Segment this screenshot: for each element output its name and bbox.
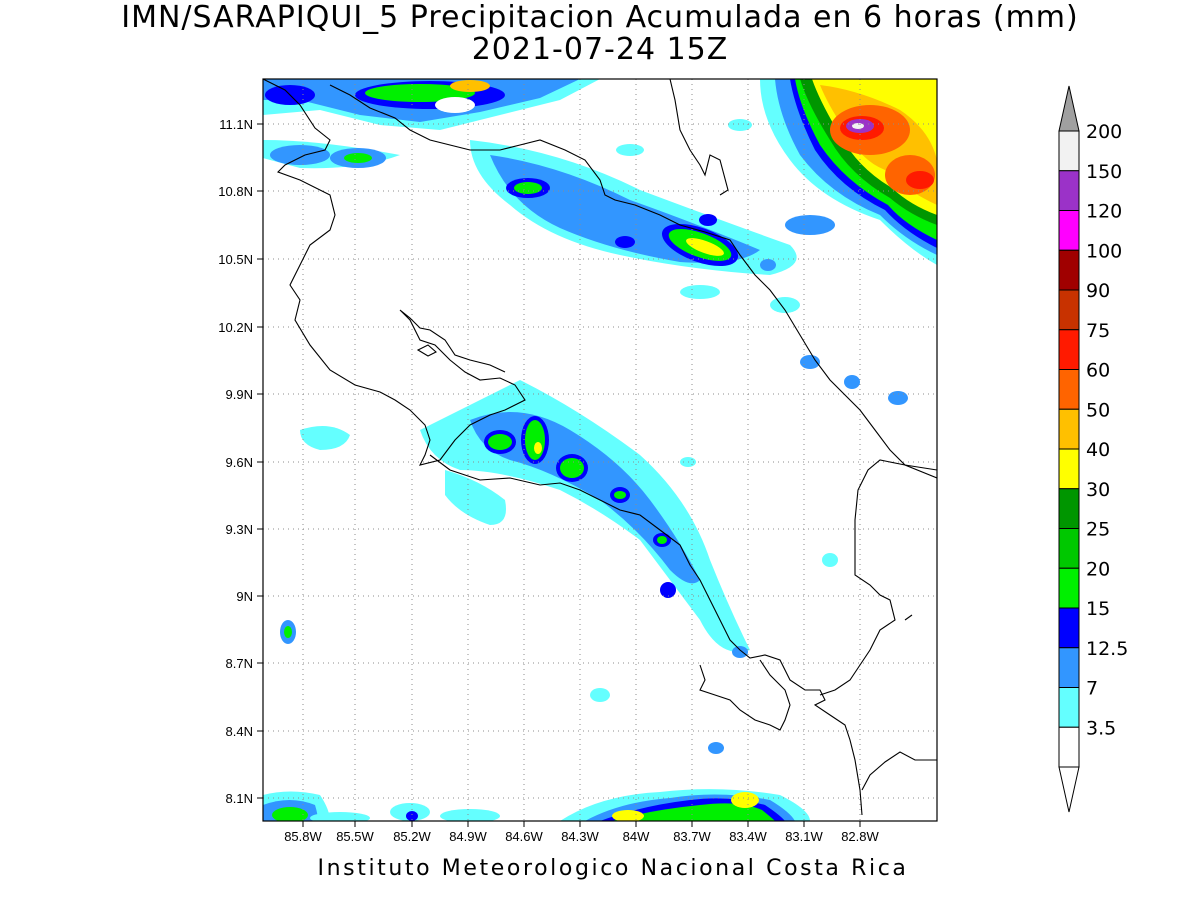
legend-label: 7 [1086, 678, 1098, 700]
lat-tick-label: 9N [236, 589, 253, 604]
map-gridlines [263, 79, 937, 821]
legend-label: 25 [1086, 519, 1110, 541]
legend-swatch [1058, 249, 1080, 291]
lon-tick-label: 83.4W [729, 829, 767, 844]
lon-tick-label: 83.1W [785, 829, 823, 844]
legend-label: 75 [1086, 320, 1110, 342]
title-line-2: 2021-07-24 15Z [471, 32, 729, 67]
legend-swatch [1058, 567, 1080, 609]
title-line-1: IMN/SARAPIQUI_5 Precipitacion Acumulada … [121, 0, 1079, 35]
legend-swatch [1058, 448, 1080, 490]
legend-label: 120 [1086, 201, 1122, 223]
lon-tick-label: 84.3W [561, 829, 599, 844]
longitude-axis: 85.8W 85.5W 85.2W 84.9W 84.6W 84.3W 84W 83.7W 83… [284, 821, 880, 844]
plot-frame [262, 78, 938, 822]
legend-label: 40 [1086, 439, 1110, 461]
legend-swatch [1058, 369, 1080, 410]
lon-tick-label: 82.8W [841, 829, 879, 844]
legend-label: 12.5 [1086, 638, 1128, 660]
legend-label: 150 [1086, 161, 1122, 183]
legend-label: 15 [1086, 598, 1110, 620]
precipitation-field [263, 79, 937, 821]
rain-band-central [280, 380, 838, 754]
legend-swatch [1058, 607, 1080, 649]
legend-swatch [1058, 726, 1080, 768]
lon-tick-label: 85.8W [284, 829, 322, 844]
lon-tick-label: 84.6W [505, 829, 543, 844]
lat-tick-label: 8.4N [226, 724, 253, 739]
legend-swatch [1058, 408, 1080, 450]
lon-tick-label: 85.5W [336, 829, 374, 844]
coastlines [263, 79, 937, 816]
footer-credit: Instituto Meteorologico Nacional Costa R… [317, 856, 909, 881]
legend-swatch [1058, 130, 1080, 172]
lat-tick-label: 10.5N [218, 252, 253, 267]
legend-bottom-arrow [1058, 766, 1080, 813]
lat-tick-label: 9.3N [226, 522, 253, 537]
legend-swatch [1058, 210, 1080, 251]
legend-swatch [1058, 289, 1080, 331]
rain-cell-northeast [760, 79, 937, 265]
color-legend: 200 150 120 100 90 75 60 50 40 30 25 20 15 12.5 7 3.5 [1058, 85, 1128, 813]
map-title: IMN/SARAPIQUI_5 Precipitacion Acumulada … [0, 2, 1200, 66]
lat-tick-label: 9.9N [226, 387, 253, 402]
legend-label: 200 [1086, 121, 1122, 143]
legend-swatch [1058, 170, 1080, 211]
legend-label: 3.5 [1086, 717, 1116, 739]
legend-label: 30 [1086, 479, 1110, 501]
legend-swatch [1058, 528, 1080, 569]
lon-tick-label: 85.2W [393, 829, 431, 844]
latitude-axis: 11.1N 10.8N 10.5N 10.2N 9.9N 9.6N 9.3N 9N 8.7N 8.… [218, 117, 263, 806]
legend-label: 100 [1086, 240, 1122, 262]
lon-tick-label: 84.9W [449, 829, 487, 844]
legend-label: 20 [1086, 558, 1110, 580]
lon-tick-label: 84W [623, 829, 650, 844]
lat-tick-label: 9.6N [226, 455, 253, 470]
legend-label: 60 [1086, 360, 1110, 382]
lat-tick-label: 10.2N [218, 320, 253, 335]
legend-top-arrow [1058, 85, 1080, 132]
lat-tick-label: 8.7N [226, 656, 253, 671]
lat-tick-label: 8.1N [226, 791, 253, 806]
legend-swatch [1058, 488, 1080, 529]
legend-swatch [1058, 647, 1080, 688]
lat-tick-label: 10.8N [218, 184, 253, 199]
lon-tick-label: 83.7W [673, 829, 711, 844]
legend-label: 90 [1086, 280, 1110, 302]
lat-tick-label: 11.1N [219, 117, 253, 132]
legend-label: 50 [1086, 399, 1110, 421]
rain-band-diagonal [470, 119, 908, 405]
legend-swatch [1058, 329, 1080, 370]
legend-swatch [1058, 687, 1080, 728]
